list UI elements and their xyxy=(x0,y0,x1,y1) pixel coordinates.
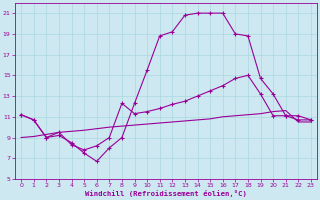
X-axis label: Windchill (Refroidissement éolien,°C): Windchill (Refroidissement éolien,°C) xyxy=(85,190,247,197)
